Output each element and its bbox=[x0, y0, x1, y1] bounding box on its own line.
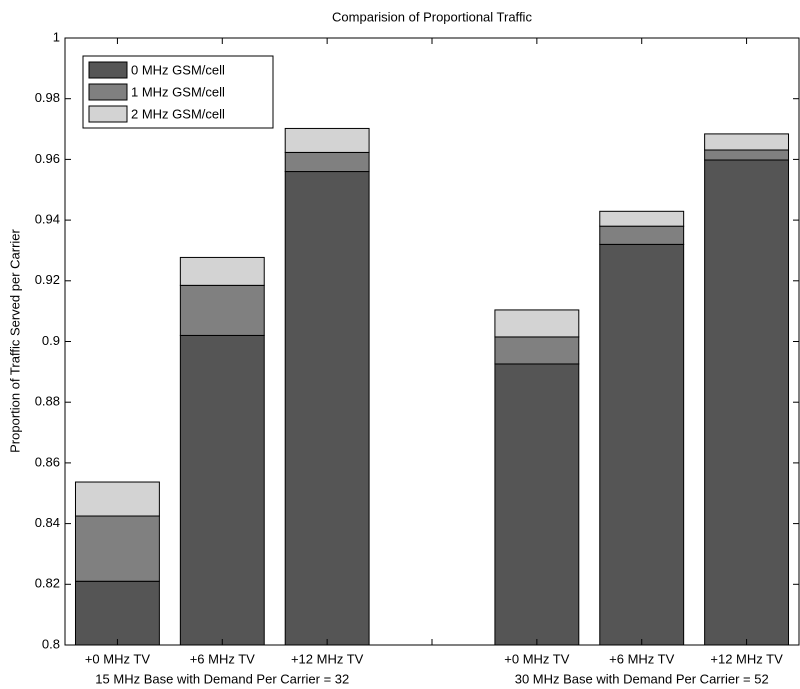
bar-segment bbox=[284, 151, 370, 173]
bar-segment bbox=[179, 334, 265, 646]
y-tick-label: 1 bbox=[53, 29, 60, 44]
x-tick-label: +0 MHz TV bbox=[85, 651, 150, 666]
legend-swatch bbox=[88, 61, 128, 79]
bar-segment bbox=[74, 515, 160, 582]
y-tick-label: 0.86 bbox=[35, 454, 60, 469]
x-tick-label: +0 MHz TV bbox=[504, 651, 569, 666]
bar-segment bbox=[599, 225, 685, 245]
y-tick-label: 0.96 bbox=[35, 151, 60, 166]
y-tick-label: 0.84 bbox=[35, 515, 60, 530]
bar-segment bbox=[74, 580, 160, 646]
plot-frame bbox=[64, 37, 800, 646]
x-tick-label: +12 MHz TV bbox=[710, 651, 783, 666]
legend-label: 1 MHz GSM/cell bbox=[131, 84, 225, 99]
y-tick-label: 0.8 bbox=[42, 636, 60, 651]
legend-swatch bbox=[88, 83, 128, 101]
bar-segment bbox=[599, 210, 685, 227]
x-tick-label: +6 MHz TV bbox=[190, 651, 255, 666]
y-tick-label: 0.9 bbox=[42, 333, 60, 348]
y-axis-label: Proportion of Traffic Served per Carrier bbox=[7, 228, 22, 452]
legend-swatch bbox=[88, 105, 128, 123]
bar-segment bbox=[179, 256, 265, 286]
y-tick-label: 0.94 bbox=[35, 212, 60, 227]
bar-segment bbox=[74, 481, 160, 517]
bar-segment bbox=[599, 243, 685, 646]
x-tick-label: +12 MHz TV bbox=[291, 651, 364, 666]
bar-segment bbox=[179, 284, 265, 336]
group-label: 30 MHz Base with Demand Per Carrier = 52 bbox=[515, 671, 769, 686]
y-tick-label: 0.92 bbox=[35, 272, 60, 287]
y-tick-label: 0.82 bbox=[35, 576, 60, 591]
bar-segment bbox=[704, 149, 790, 161]
y-tick-label: 0.88 bbox=[35, 394, 60, 409]
bar-segment bbox=[704, 159, 790, 646]
chart-title: Comparision of Proportional Traffic bbox=[332, 9, 532, 24]
bar-segment bbox=[494, 363, 580, 646]
bar-segment bbox=[284, 171, 370, 646]
legend-label: 0 MHz GSM/cell bbox=[131, 62, 225, 77]
legend-label: 2 MHz GSM/cell bbox=[131, 106, 225, 121]
bar-segment bbox=[704, 133, 790, 151]
bar-segment bbox=[494, 309, 580, 338]
x-tick-label: +6 MHz TV bbox=[609, 651, 674, 666]
group-label: 15 MHz Base with Demand Per Carrier = 32 bbox=[95, 671, 349, 686]
bar-segment bbox=[494, 336, 580, 365]
bar-segment bbox=[284, 127, 370, 153]
y-tick-label: 0.98 bbox=[35, 90, 60, 105]
